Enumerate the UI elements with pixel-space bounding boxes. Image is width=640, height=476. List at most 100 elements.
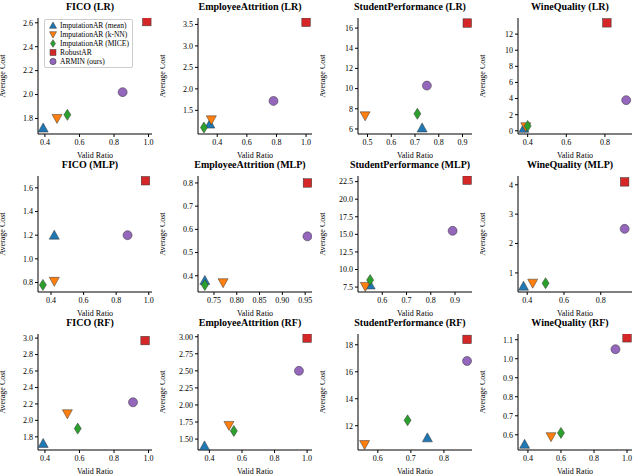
svg-text:0.4: 0.4	[212, 138, 222, 147]
svg-text:0.95: 0.95	[298, 296, 312, 305]
svg-text:2.8: 2.8	[23, 350, 33, 359]
svg-text:3.0: 3.0	[183, 42, 193, 51]
svg-text:0.6: 0.6	[377, 296, 387, 305]
svg-text:1.0: 1.0	[144, 454, 154, 463]
svg-text:1.75: 1.75	[179, 418, 193, 427]
svg-text:0.8: 0.8	[439, 454, 449, 463]
svg-text:0.6: 0.6	[74, 454, 84, 463]
svg-text:3.5: 3.5	[183, 20, 193, 29]
svg-text:2.4: 2.4	[23, 43, 33, 52]
svg-text:Valid Ratio: Valid Ratio	[237, 467, 273, 474]
svg-text:2.2: 2.2	[23, 400, 33, 409]
svg-text:1.0: 1.0	[144, 296, 154, 305]
svg-text:0.6: 0.6	[561, 138, 571, 147]
svg-text:0.8: 0.8	[434, 138, 444, 147]
svg-text:0.6: 0.6	[79, 296, 89, 305]
svg-text:0.6: 0.6	[74, 138, 84, 147]
svg-text:17.5: 17.5	[339, 213, 353, 222]
svg-text:1.5: 1.5	[183, 106, 193, 115]
svg-text:18: 18	[345, 341, 353, 350]
svg-text:0.8: 0.8	[426, 296, 436, 305]
svg-text:0.4: 0.4	[523, 138, 533, 147]
svg-text:0.7: 0.7	[402, 296, 412, 305]
svg-text:0.6: 0.6	[386, 138, 396, 147]
svg-text:22.5: 22.5	[339, 177, 353, 186]
svg-text:1.1: 1.1	[503, 336, 513, 345]
svg-text:6: 6	[349, 125, 353, 134]
svg-text:0.6: 0.6	[237, 454, 247, 463]
svg-text:Valid Ratio: Valid Ratio	[397, 467, 433, 474]
svg-text:1.0: 1.0	[301, 138, 311, 147]
svg-text:1.50: 1.50	[179, 435, 193, 444]
svg-text:12.5: 12.5	[339, 248, 353, 257]
svg-text:0.4: 0.4	[46, 296, 56, 305]
svg-text:0.75: 0.75	[207, 296, 221, 305]
svg-text:Valid Ratio: Valid Ratio	[397, 151, 433, 158]
svg-text:Average Cost: Average Cost	[160, 370, 167, 414]
svg-text:0.7: 0.7	[183, 202, 193, 211]
svg-text:0.4: 0.4	[523, 454, 533, 463]
svg-text:12: 12	[505, 30, 513, 39]
svg-text:1.0: 1.0	[503, 355, 513, 364]
svg-text:0.80: 0.80	[230, 296, 244, 305]
svg-text:Average Cost: Average Cost	[480, 54, 487, 98]
svg-text:Valid Ratio: Valid Ratio	[557, 309, 593, 316]
svg-text:0.6: 0.6	[242, 138, 252, 147]
svg-text:6: 6	[509, 78, 513, 87]
svg-text:0.9: 0.9	[450, 296, 460, 305]
svg-text:1.0: 1.0	[23, 255, 33, 264]
svg-text:1.0: 1.0	[622, 454, 632, 463]
svg-text:2: 2	[509, 111, 513, 120]
svg-text:Average Cost: Average Cost	[320, 212, 327, 256]
svg-text:Average Cost: Average Cost	[320, 54, 327, 98]
svg-text:0.5: 0.5	[183, 248, 193, 257]
svg-text:16: 16	[345, 24, 353, 33]
svg-text:0.6: 0.6	[559, 296, 569, 305]
svg-text:0: 0	[509, 127, 513, 136]
svg-text:0.8: 0.8	[600, 138, 610, 147]
svg-text:2.50: 2.50	[179, 367, 193, 376]
svg-text:3: 3	[509, 210, 513, 219]
svg-text:14: 14	[345, 395, 353, 404]
svg-text:2.0: 2.0	[23, 90, 33, 99]
svg-text:2.2: 2.2	[23, 66, 33, 75]
svg-text:0.90: 0.90	[275, 296, 289, 305]
svg-text:3.00: 3.00	[179, 333, 193, 342]
svg-text:2.00: 2.00	[179, 401, 193, 410]
svg-text:14: 14	[345, 44, 353, 53]
svg-text:0.4: 0.4	[522, 296, 532, 305]
svg-text:10.0: 10.0	[339, 265, 353, 274]
svg-text:0.8: 0.8	[23, 278, 33, 287]
svg-text:2.4: 2.4	[23, 383, 33, 392]
svg-text:16: 16	[345, 368, 353, 377]
svg-text:0.7: 0.7	[406, 454, 416, 463]
svg-text:0.8: 0.8	[183, 179, 193, 188]
svg-text:0.4: 0.4	[40, 454, 50, 463]
svg-text:10: 10	[345, 84, 353, 93]
svg-text:2: 2	[509, 239, 513, 248]
svg-text:2.6: 2.6	[23, 367, 33, 376]
svg-text:0.7: 0.7	[410, 138, 420, 147]
svg-text:0.8: 0.8	[109, 138, 119, 147]
svg-text:0.5: 0.5	[363, 138, 373, 147]
svg-text:8: 8	[349, 105, 353, 114]
svg-text:2.75: 2.75	[179, 350, 193, 359]
svg-text:2.0: 2.0	[23, 416, 33, 425]
svg-text:1.4: 1.4	[23, 207, 33, 216]
svg-text:1.6: 1.6	[23, 184, 33, 193]
svg-text:Valid Ratio: Valid Ratio	[77, 151, 113, 158]
svg-text:Valid Ratio: Valid Ratio	[397, 309, 433, 316]
svg-text:0.6: 0.6	[183, 225, 193, 234]
svg-text:4: 4	[509, 181, 513, 190]
svg-text:Average Cost: Average Cost	[480, 212, 487, 256]
svg-text:0.6: 0.6	[556, 454, 566, 463]
svg-text:Average Cost: Average Cost	[480, 370, 487, 414]
svg-text:0.4: 0.4	[204, 454, 214, 463]
svg-text:0.85: 0.85	[253, 296, 267, 305]
svg-text:1.2: 1.2	[23, 231, 33, 240]
svg-text:0.4: 0.4	[40, 138, 50, 147]
svg-text:12: 12	[345, 422, 353, 431]
svg-text:2.0: 2.0	[183, 85, 193, 94]
svg-text:Valid Ratio: Valid Ratio	[77, 467, 113, 474]
svg-text:0.8: 0.8	[596, 296, 606, 305]
